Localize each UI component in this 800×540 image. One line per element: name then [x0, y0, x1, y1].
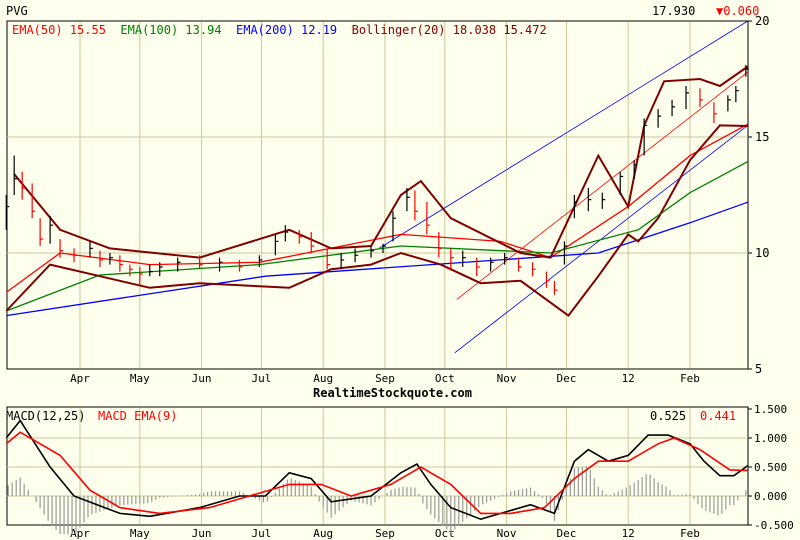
- legend-bollinger-label: Bollinger(20): [351, 23, 446, 37]
- symbol-label: PVG: [6, 4, 28, 18]
- macd-label: MACD(12,25): [6, 409, 86, 423]
- x-tick-label: Nov: [497, 372, 517, 385]
- macd-y-tick-label: 0.000: [754, 490, 787, 503]
- price-panel-frame: [6, 20, 749, 370]
- series-ema-50-: [5, 123, 749, 293]
- x-tick-label: 12: [622, 372, 635, 385]
- legend-ema200-value: 12.19: [301, 23, 338, 37]
- x-tick-label: Apr: [70, 372, 90, 385]
- macd-x-tick-label: Dec: [556, 527, 576, 540]
- legend-ema100-label: EMA(100): [120, 23, 179, 37]
- legend-ema50-value: 15.55: [69, 23, 106, 37]
- macd-x-tick-label: Aug: [313, 527, 333, 540]
- x-tick-label: Jul: [251, 372, 271, 385]
- x-tick-label: May: [130, 372, 150, 385]
- macd-x-tick-label: Jul: [251, 527, 271, 540]
- macd-x-tick-label: 12: [622, 527, 635, 540]
- macd-y-tick-label: 1.500: [754, 403, 787, 416]
- x-tick-label: Sep: [375, 372, 395, 385]
- x-tick-label: Oct: [435, 372, 455, 385]
- series-bollinger-20-lower: [5, 124, 748, 317]
- macd-x-tick-label: Jun: [192, 527, 212, 540]
- series-bollinger-20-upper: [13, 65, 749, 259]
- legend-ema200-label: EMA(200): [236, 23, 294, 37]
- legend-ema100-value: 13.94: [185, 23, 222, 37]
- trend-line: [456, 71, 749, 300]
- macd-x-tick-label: Feb: [680, 527, 700, 540]
- x-tick-label: Feb: [680, 372, 700, 385]
- series-macd-ema-9-: [5, 431, 748, 515]
- series-macd-12-25-: [5, 419, 749, 521]
- price-y-tick-label: 15: [755, 130, 769, 144]
- macd-y-tick-label: 1.000: [754, 432, 787, 445]
- watermark: RealtimeStockquote.com: [313, 386, 472, 400]
- x-tick-label: Aug: [313, 372, 333, 385]
- macd-x-tick-label: May: [130, 527, 150, 540]
- macd-signal-value: 0.441: [700, 409, 737, 423]
- macd-x-tick-label: Sep: [375, 527, 395, 540]
- price-change: ▼0.060: [716, 4, 760, 18]
- macd-x-tick-label: Nov: [497, 527, 517, 540]
- macd-x-tick-label: Apr: [70, 527, 90, 540]
- x-tick-label: Jun: [192, 372, 212, 385]
- macd-y-tick-label: 0.500: [754, 461, 787, 474]
- macd-value: 0.525: [650, 409, 687, 423]
- macd-signal-label: MACD EMA(9): [98, 409, 178, 423]
- legend-ema50-label: EMA(50): [12, 23, 63, 37]
- macd-y-tick-label: -0.500: [754, 519, 794, 532]
- macd-x-tick-label: Oct: [435, 527, 455, 540]
- series-ema-100-: [5, 161, 749, 312]
- price-y-tick-label: 20: [755, 14, 769, 28]
- price-y-tick-label: 10: [755, 246, 769, 260]
- legend-bollinger-lower: 15.472: [503, 23, 547, 37]
- legend-bollinger-upper: 18.038: [452, 23, 497, 37]
- indicator-legend: EMA(50) 15.55 EMA(100) 13.94 EMA(200) 12…: [12, 23, 547, 37]
- x-tick-label: Dec: [556, 372, 576, 385]
- trend-line: [378, 20, 749, 249]
- price-y-tick-label: 5: [755, 362, 762, 376]
- last-price: 17.930: [652, 4, 696, 18]
- series-ema-200-: [6, 201, 749, 317]
